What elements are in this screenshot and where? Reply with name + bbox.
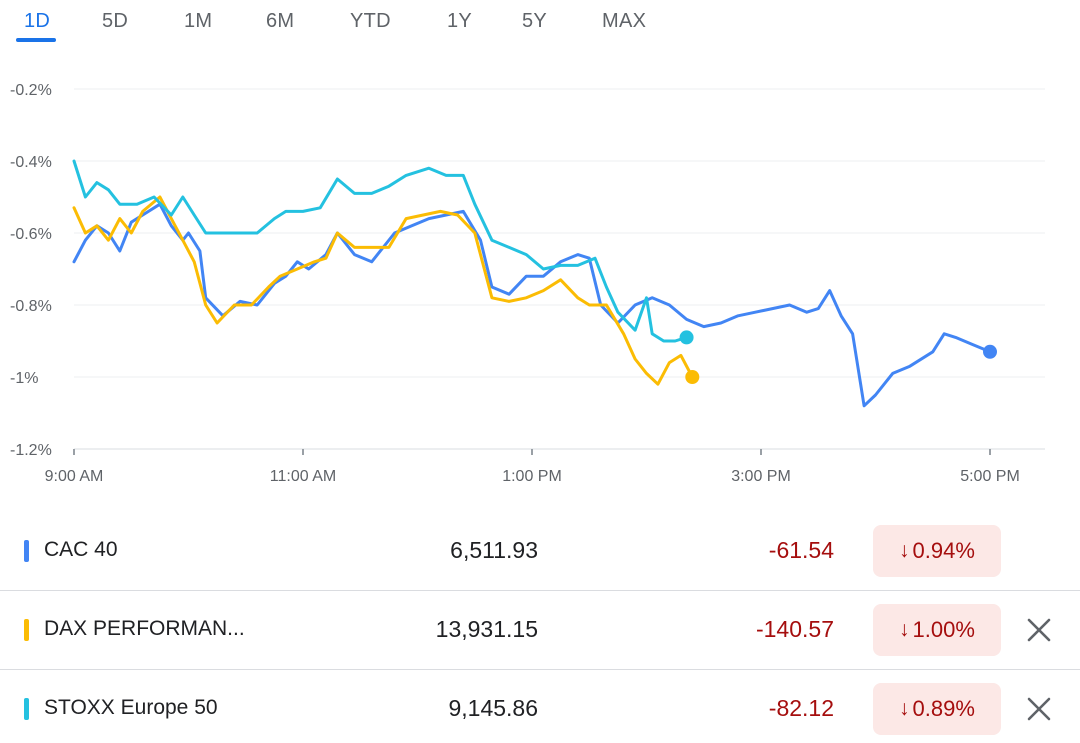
series-end-point-2 (679, 330, 694, 345)
percent-change-badge: ↓ 0.89% (873, 683, 1001, 735)
percent-change-value: 1.00% (912, 617, 975, 642)
close-icon (1027, 618, 1051, 642)
series-end-point-0 (983, 344, 997, 359)
close-icon (1027, 697, 1051, 721)
tab-max[interactable]: MAX (602, 10, 647, 32)
index-change: -82.12 (768, 695, 834, 721)
x-tick-label: 5:00 PM (960, 468, 1020, 485)
tab-ytd[interactable]: YTD (350, 10, 391, 32)
index-change: -61.54 (768, 537, 834, 563)
row-divider (0, 590, 1080, 591)
tab-5y[interactable]: 5Y (522, 10, 548, 32)
index-name: DAX PERFORMAN... (44, 617, 245, 640)
series-end-point-1 (685, 370, 700, 384)
y-tick-label: -0.8% (10, 298, 52, 315)
y-tick-label: -1.2% (10, 442, 52, 459)
y-tick-label: -0.6% (10, 226, 52, 243)
index-name: STOXX Europe 50 (44, 696, 218, 719)
x-tick-label: 3:00 PM (731, 468, 791, 485)
index-name: CAC 40 (44, 538, 118, 561)
active-tab-indicator (16, 38, 56, 42)
chart-series (72, 159, 997, 408)
tab-1y[interactable]: 1Y (447, 10, 473, 32)
percent-change-value: 0.89% (912, 696, 975, 721)
x-tick-label: 9:00 AM (45, 468, 104, 485)
index-price: 13,931.15 (435, 616, 538, 642)
index-price: 9,145.86 (448, 695, 538, 721)
remove-comparison-button[interactable] (1022, 692, 1056, 726)
x-tick-label: 1:00 PM (502, 468, 562, 485)
index-change: -140.57 (755, 616, 834, 642)
arrow-down-icon: ↓ (899, 697, 910, 720)
row-divider (0, 669, 1080, 670)
chart-grid (74, 88, 1045, 450)
tab-6m[interactable]: 6M (266, 10, 295, 32)
y-axis: -0.2% -0.4% -0.6% -0.8% -1% -1.2% (10, 82, 52, 459)
y-tick-label: -0.2% (10, 82, 52, 99)
index-row-cac40[interactable]: CAC 40 6,511.93 -61.54 ↓ 0.94% (0, 512, 1080, 590)
y-tick-label: -0.4% (10, 154, 52, 171)
series-line-2 (72, 159, 689, 343)
index-comparison-chart: -0.2% -0.4% -0.6% -0.8% -1% -1.2% 9:00 AM 11:0… (10, 82, 1045, 485)
index-row-stoxx50[interactable]: STOXX Europe 50 9,145.86 -82.12 ↓ 0.89% (0, 670, 1080, 743)
x-axis: 9:00 AM 11:00 AM 1:00 PM 3:00 PM 5:00 PM (45, 449, 1020, 485)
series-line-0 (72, 202, 992, 408)
index-price: 6,511.93 (450, 537, 538, 563)
series-color-swatch (24, 698, 29, 720)
series-color-swatch (24, 540, 29, 562)
index-row-dax[interactable]: DAX PERFORMAN... 13,931.15 -140.57 ↓ 1.0… (0, 591, 1080, 669)
x-tick-label: 11:00 AM (270, 468, 336, 485)
y-tick-label: -1% (10, 370, 38, 387)
percent-change-badge: ↓ 0.94% (873, 525, 1001, 577)
series-line-1 (72, 195, 694, 386)
percent-change-badge: ↓ 1.00% (873, 604, 1001, 656)
tab-1d[interactable]: 1D (24, 10, 51, 32)
arrow-down-icon: ↓ (899, 539, 910, 562)
range-tabs: 1D 5D 1M 6M YTD 1Y 5Y MAX (0, 0, 1080, 48)
remove-comparison-button[interactable] (1022, 613, 1056, 647)
arrow-down-icon: ↓ (899, 618, 910, 641)
percent-change-value: 0.94% (912, 538, 975, 563)
tab-5d[interactable]: 5D (102, 10, 129, 32)
tab-1m[interactable]: 1M (184, 10, 213, 32)
series-color-swatch (24, 619, 29, 641)
